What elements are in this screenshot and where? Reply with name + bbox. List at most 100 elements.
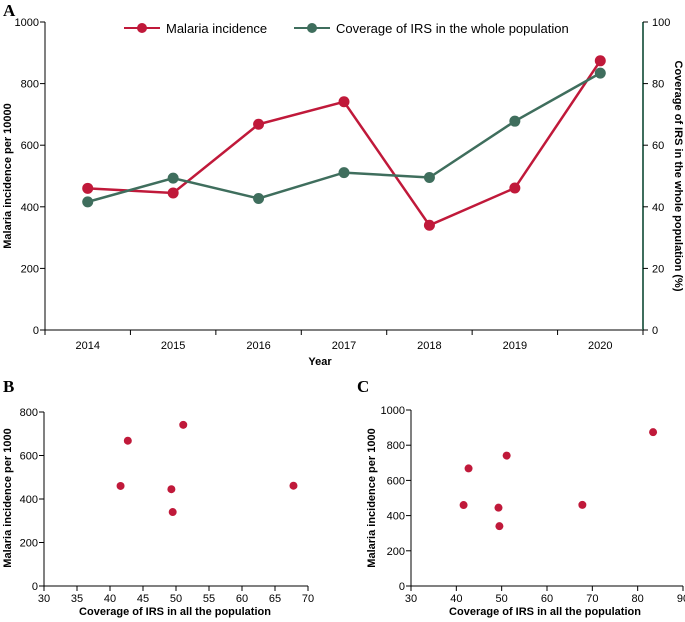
irs-coverage-point: [509, 115, 521, 127]
scatter-point: [578, 500, 587, 509]
x-tick-label: 2020: [588, 340, 612, 352]
panel-b-x-axis-title: Coverage of IRS in all the population: [79, 606, 271, 618]
malaria-incidence-line: [87, 60, 602, 227]
irs-coverage-line: [87, 72, 601, 204]
irs-coverage-point: [82, 196, 94, 208]
irs-coverage-point: [338, 167, 350, 179]
left-y-tick-label: 400: [21, 202, 39, 214]
right-y-tick-label: 100: [652, 17, 670, 29]
panel-a-axes: 0 200 400 600 800 1000 0 20 40 60 80 100 2014 2015 201…: [15, 17, 671, 352]
left-y-tick-label: 200: [21, 263, 39, 275]
legend: Malaria incidence Coverage of IRS in the…: [124, 21, 569, 36]
irs-coverage-point: [423, 172, 435, 184]
y-tick-label: 0: [32, 581, 38, 593]
x-tick-label: 80: [632, 593, 644, 605]
x-tick-label: 65: [269, 593, 281, 605]
legend-malaria-label: Malaria incidence: [166, 21, 267, 36]
malaria-incidence-point: [82, 182, 94, 194]
scatter-point: [179, 420, 188, 429]
x-tick-label: 70: [586, 593, 598, 605]
x-tick-label: 50: [496, 593, 508, 605]
y-tick-label: 800: [20, 407, 38, 419]
scatter-point: [289, 481, 298, 490]
x-tick-label: 90: [677, 593, 685, 605]
x-tick-label: 2016: [246, 340, 270, 352]
malaria-incidence-point: [253, 118, 265, 130]
irs-coverage-point: [167, 172, 179, 184]
irs-coverage-point: [594, 67, 606, 79]
y-tick-label: 1000: [381, 405, 405, 417]
x-tick-label: 60: [236, 593, 248, 605]
x-tick-label: 45: [137, 593, 149, 605]
left-y-tick-label: 800: [21, 79, 39, 91]
right-y-tick-label: 20: [652, 263, 664, 275]
panel-c-y-axis-title: Malaria incidence per 1000: [366, 428, 378, 567]
panel-c-label: C: [357, 377, 369, 396]
irs-coverage-point: [253, 192, 265, 204]
legend-irs-marker: [307, 23, 317, 33]
right-y-tick-label: 0: [652, 325, 658, 337]
scatter-point: [123, 436, 132, 445]
scatter-point: [459, 501, 468, 510]
y-tick-label: 400: [387, 511, 405, 523]
x-tick-label: 40: [104, 593, 116, 605]
panel-b-y-axis-title: Malaria incidence per 1000: [2, 428, 14, 567]
panel-b: B 0 200 400 600 800 30 35 40 45 50 55 60 65 70 Covera…: [2, 377, 314, 618]
y-tick-label: 400: [20, 494, 38, 506]
panel-a-left-axis-title: Malaria incidence per 10000: [2, 103, 14, 249]
x-tick-label: 2015: [161, 340, 185, 352]
panel-b-axes: 0 200 400 600 800 30 35 40 45 50 55 60 65 70: [20, 407, 314, 605]
x-tick-label: 30: [38, 593, 50, 605]
scatter-point: [168, 508, 177, 517]
y-tick-label: 200: [387, 546, 405, 558]
panel-a-plot-area: [82, 55, 606, 231]
right-y-tick-label: 80: [652, 79, 664, 91]
panel-c-plot-area: [459, 428, 658, 531]
panel-b-plot-area: [116, 420, 298, 517]
x-tick-label: 2014: [75, 340, 99, 352]
scatter-point: [167, 485, 176, 494]
malaria-incidence-point: [509, 182, 521, 194]
scatter-point: [464, 464, 473, 473]
malaria-incidence-point: [423, 219, 435, 231]
panel-a-x-axis-title: Year: [308, 356, 332, 368]
x-tick-label: 2019: [503, 340, 527, 352]
panel-c-axes: 0 200 400 600 800 1000 30 40 50 60 70 80 90: [381, 405, 685, 605]
x-tick-label: 60: [541, 593, 553, 605]
right-y-tick-label: 40: [652, 202, 664, 214]
panel-b-label: B: [3, 377, 14, 396]
y-tick-label: 0: [399, 581, 405, 593]
x-tick-label: 50: [170, 593, 182, 605]
malaria-incidence-point: [594, 55, 606, 67]
y-tick-label: 600: [20, 451, 38, 463]
left-y-tick-label: 600: [21, 140, 39, 152]
scatter-point: [116, 481, 125, 490]
panel-a-label: A: [3, 1, 16, 20]
panel-c: C 0 200 400 600 800 1000 30 40 50 60 70 80 90 Covera…: [357, 377, 685, 618]
x-tick-label: 35: [71, 593, 83, 605]
scatter-point: [495, 522, 504, 531]
y-tick-label: 600: [387, 475, 405, 487]
left-y-tick-label: 0: [33, 325, 39, 337]
malaria-incidence-point: [338, 96, 350, 108]
x-tick-label: 70: [302, 593, 314, 605]
scatter-point: [494, 503, 503, 512]
panel-c-x-axis-title: Coverage of IRS in all the population: [449, 606, 641, 618]
y-tick-label: 200: [20, 538, 38, 550]
x-tick-label: 40: [450, 593, 462, 605]
x-tick-label: 55: [203, 593, 215, 605]
x-tick-label: 30: [405, 593, 417, 605]
panel-a: A Malaria incidence Coverage of IRS in t…: [2, 1, 684, 368]
malaria-incidence-point: [167, 187, 179, 199]
right-y-tick-label: 60: [652, 140, 664, 152]
scatter-point: [649, 428, 658, 437]
panel-a-right-axis-title: Coverage of IRS in the whole population …: [672, 60, 684, 291]
y-tick-label: 800: [387, 440, 405, 452]
legend-malaria-marker: [137, 23, 147, 33]
left-y-tick-label: 1000: [15, 17, 39, 29]
legend-irs-label: Coverage of IRS in the whole population: [336, 21, 569, 36]
x-tick-label: 2018: [417, 340, 441, 352]
x-tick-label: 2017: [332, 340, 356, 352]
scatter-point: [502, 451, 511, 460]
